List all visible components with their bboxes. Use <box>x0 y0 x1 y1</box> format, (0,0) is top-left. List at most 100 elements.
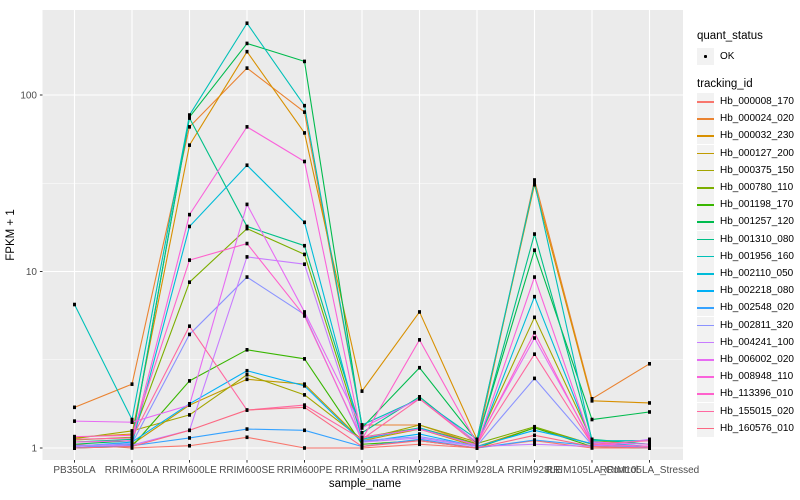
tracking-id-legend-title: tracking_id <box>697 78 753 90</box>
data-point <box>360 430 364 435</box>
data-point <box>303 243 306 248</box>
quant-status-label: OK <box>720 51 735 62</box>
data-point <box>418 427 421 431</box>
legend-item-label: Hb_000127_200 <box>720 147 794 159</box>
data-point <box>475 442 479 447</box>
line-swatch-icon <box>697 376 714 378</box>
data-point <box>533 275 536 279</box>
line-swatch-icon <box>697 410 714 413</box>
data-point <box>418 365 421 370</box>
data-point <box>648 410 651 414</box>
data-point <box>533 433 536 438</box>
line-swatch-icon <box>697 427 714 430</box>
legend-key-box <box>697 127 714 145</box>
data-point <box>303 310 306 314</box>
data-point <box>73 446 76 450</box>
data-point <box>245 427 249 431</box>
data-point <box>360 440 364 444</box>
x-tick-label: RRIM105LA_Control <box>546 465 638 476</box>
line-swatch-icon <box>697 238 714 241</box>
y-tick-label: 100 <box>20 91 37 102</box>
legend-key-box <box>697 402 714 420</box>
data-point <box>418 338 421 342</box>
data-point <box>245 163 249 168</box>
data-point <box>188 224 191 229</box>
data-point <box>245 226 249 231</box>
legend-item-Hb_002110_050: Hb_002110_050 <box>697 265 793 282</box>
legend-item-label: Hb_002110_050 <box>720 268 794 279</box>
data-point <box>73 419 76 423</box>
legend-item-label: Hb_006002_020 <box>720 354 794 365</box>
data-point <box>245 368 249 373</box>
data-point <box>188 324 191 328</box>
data-point <box>245 49 249 54</box>
legend-item-Hb_000032_230: Hb_000032_230 <box>697 127 794 145</box>
legend-item-Hb_000780_110: Hb_000780_110 <box>697 179 793 196</box>
data-point <box>130 429 134 433</box>
legend-item-label: Hb_000024_020 <box>720 113 794 125</box>
data-point <box>360 423 364 427</box>
legend-key-box <box>697 247 714 265</box>
line-swatch-icon <box>697 135 714 137</box>
data-point <box>303 220 306 225</box>
data-point <box>648 438 651 443</box>
line-swatch-icon <box>697 341 714 344</box>
data-point <box>130 433 134 438</box>
data-point <box>245 408 249 412</box>
data-point <box>188 116 191 120</box>
line-swatch-icon <box>697 169 714 172</box>
legend-key-box <box>697 299 714 317</box>
legend-item-label: Hb_000780_110 <box>720 182 794 193</box>
data-point <box>360 437 364 442</box>
point-icon <box>704 55 708 59</box>
data-point <box>303 252 306 257</box>
line-swatch-icon <box>697 324 714 327</box>
x-tick-label: RRIM600SE <box>219 465 275 476</box>
data-point <box>188 125 191 129</box>
data-point <box>188 332 191 337</box>
line-swatch-icon <box>697 152 714 155</box>
data-point <box>418 395 421 399</box>
legend-item-Hb_002548_020: Hb_002548_020 <box>697 299 794 317</box>
legend-key-box <box>697 48 714 65</box>
data-point <box>475 446 479 450</box>
legend-item-Hb_000375_150: Hb_000375_150 <box>697 161 794 179</box>
data-point <box>73 405 76 410</box>
data-point <box>245 21 249 26</box>
legend-item-Hb_001257_120: Hb_001257_120 <box>697 213 794 231</box>
quant-status-legend-title: quant_status <box>697 30 763 42</box>
line-swatch-icon <box>697 359 714 361</box>
data-point <box>303 131 306 135</box>
data-point <box>533 352 536 356</box>
legend-item-label: Hb_000375_150 <box>720 164 794 176</box>
x-tick-label: RRIM928LE <box>507 465 562 476</box>
data-point <box>533 248 536 253</box>
data-point <box>590 417 594 422</box>
data-point <box>418 397 421 401</box>
legend-item-label: Hb_002811_320 <box>720 319 794 331</box>
legend-key-box <box>697 385 714 403</box>
data-point <box>533 178 536 182</box>
line-swatch-icon <box>697 204 714 206</box>
legend-item-label: Hb_001198_170 <box>720 199 794 211</box>
data-point <box>533 426 536 430</box>
x-tick-label: RRIM928BA <box>392 465 448 476</box>
y-tick-label: 10 <box>26 267 38 278</box>
data-point <box>590 397 594 401</box>
legend-key-box <box>697 333 714 351</box>
data-point <box>418 432 421 436</box>
legend-item-label: Hb_004241_100 <box>720 336 794 348</box>
legend-item-Hb_155015_020: Hb_155015_020 <box>697 402 794 420</box>
data-point <box>245 125 249 129</box>
line-swatch-icon <box>697 307 714 309</box>
data-point <box>245 377 249 382</box>
legend-item-Hb_160576_010: Hb_160576_010 <box>697 419 794 437</box>
data-point <box>245 372 249 377</box>
legend-key-box <box>697 230 714 248</box>
x-tick-label: PB350LA <box>53 465 96 476</box>
legend-item-Hb_001310_080: Hb_001310_080 <box>697 230 794 248</box>
legend-item-label: Hb_160576_010 <box>720 422 794 434</box>
data-point <box>303 110 306 114</box>
data-point <box>418 442 421 447</box>
data-point <box>590 442 594 447</box>
